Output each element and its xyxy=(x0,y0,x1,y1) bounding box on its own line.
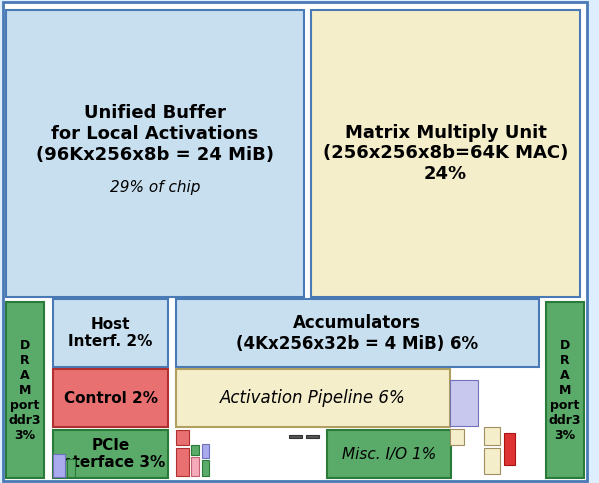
Text: Activation Pipeline 6%: Activation Pipeline 6% xyxy=(220,389,406,408)
FancyBboxPatch shape xyxy=(53,454,65,477)
Text: Control 2%: Control 2% xyxy=(63,391,158,406)
FancyBboxPatch shape xyxy=(53,299,168,367)
FancyBboxPatch shape xyxy=(202,444,209,458)
FancyBboxPatch shape xyxy=(327,430,451,478)
Text: Accumulators
(4Kx256x32b = 4 MiB) 6%: Accumulators (4Kx256x32b = 4 MiB) 6% xyxy=(236,314,478,353)
FancyBboxPatch shape xyxy=(176,448,189,476)
FancyBboxPatch shape xyxy=(176,430,189,445)
Text: PCIe
Interface 3%: PCIe Interface 3% xyxy=(56,438,165,470)
FancyBboxPatch shape xyxy=(289,435,302,438)
FancyBboxPatch shape xyxy=(305,435,319,438)
Text: Misc. I/O 1%: Misc. I/O 1% xyxy=(342,446,437,462)
Text: 29% of chip: 29% of chip xyxy=(110,180,200,195)
FancyBboxPatch shape xyxy=(6,302,44,478)
FancyBboxPatch shape xyxy=(450,429,464,445)
FancyBboxPatch shape xyxy=(311,10,580,297)
FancyBboxPatch shape xyxy=(191,457,199,476)
FancyBboxPatch shape xyxy=(546,302,584,478)
FancyBboxPatch shape xyxy=(53,430,168,478)
Text: D
R
A
M
port
ddr3
3%: D R A M port ddr3 3% xyxy=(9,339,41,441)
FancyBboxPatch shape xyxy=(66,459,75,477)
FancyBboxPatch shape xyxy=(504,433,515,465)
FancyBboxPatch shape xyxy=(176,369,450,427)
Text: Matrix Multiply Unit
(256x256x8b=64K MAC)
24%: Matrix Multiply Unit (256x256x8b=64K MAC… xyxy=(323,124,568,183)
FancyBboxPatch shape xyxy=(176,299,539,367)
FancyBboxPatch shape xyxy=(53,369,168,427)
FancyBboxPatch shape xyxy=(202,460,209,476)
FancyBboxPatch shape xyxy=(6,10,304,297)
FancyBboxPatch shape xyxy=(450,380,479,426)
FancyBboxPatch shape xyxy=(3,2,587,481)
Text: Unified Buffer
for Local Activations
(96Kx256x8b = 24 MiB): Unified Buffer for Local Activations (96… xyxy=(36,104,274,164)
FancyBboxPatch shape xyxy=(483,427,500,445)
Text: Host
Interf. 2%: Host Interf. 2% xyxy=(68,317,153,350)
Text: D
R
A
M
port
ddr3
3%: D R A M port ddr3 3% xyxy=(549,339,581,441)
FancyBboxPatch shape xyxy=(191,445,199,455)
FancyBboxPatch shape xyxy=(483,448,500,474)
